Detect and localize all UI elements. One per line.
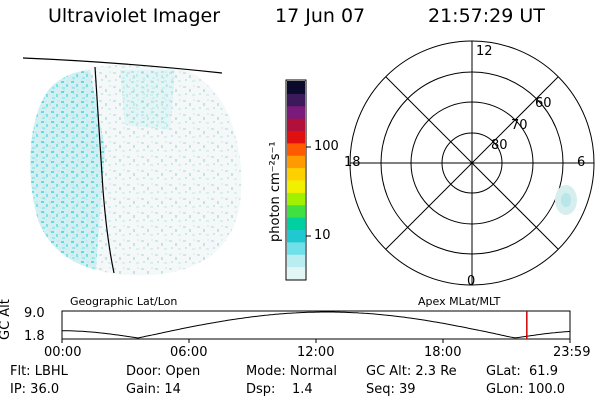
- info-seq: Seq: 39: [366, 382, 416, 397]
- colorbar-tick-100: 100: [314, 139, 339, 154]
- colorbar-segment: [287, 266, 305, 280]
- altitude-ylabel: GC Alt: [0, 299, 13, 340]
- geographic-label: Geographic Lat/Lon: [70, 295, 178, 308]
- mlt-label-6: 6: [577, 155, 586, 170]
- info-door: Door: Open: [126, 364, 201, 379]
- colorbar-segment: [287, 204, 305, 218]
- colorbar-segment: [287, 241, 305, 255]
- imager-disk: [30, 64, 242, 276]
- colorbar-segment: [287, 217, 305, 230]
- colorbar-unit-label: photon cm⁻²s⁻¹: [268, 141, 283, 242]
- xtick-2359: 23:59: [553, 345, 591, 360]
- colorbar-segment: [287, 130, 305, 144]
- colorbar-segment: [287, 105, 305, 119]
- colorbar: [285, 79, 311, 281]
- polar-plot: [349, 40, 595, 286]
- xtick-0000: 00:00: [44, 345, 82, 360]
- colorbar-segment: [287, 167, 305, 181]
- info-glat: GLat: 61.9: [486, 364, 558, 379]
- altitude-plot: [61, 310, 571, 343]
- colorbar-segment: [287, 93, 305, 107]
- info-gain: Gain: 14: [126, 382, 181, 397]
- apex-label: Apex MLat/MLT: [418, 295, 501, 308]
- info-ip: IP: 36.0: [10, 382, 60, 397]
- info-dsp: Dsp: 1.4: [246, 382, 313, 397]
- lat-label-60: 60: [535, 96, 552, 111]
- mlt-label-12: 12: [476, 44, 493, 59]
- horizon-line: [22, 57, 223, 74]
- colorbar-segment: [287, 229, 305, 243]
- mlt-label-0: 0: [467, 274, 476, 289]
- lat-label-80: 80: [491, 138, 508, 153]
- colorbar-segment: [287, 180, 305, 193]
- altitude-ytick-top: 9.0: [24, 306, 45, 321]
- colorbar-tick-10: 10: [314, 228, 331, 243]
- colorbar-segment: [287, 81, 305, 94]
- date-label: 17 Jun 07: [275, 5, 366, 27]
- colorbar-segment: [287, 142, 305, 156]
- altitude-ytick-bottom: 1.8: [24, 329, 45, 344]
- info-mode: Mode: Normal: [246, 364, 337, 379]
- info-glon: GLon: 100.0: [486, 382, 566, 397]
- meridian-line: [94, 66, 115, 274]
- xtick-1800: 18:00: [424, 345, 462, 360]
- info-gcalt: GC Alt: 2.3 Re: [366, 364, 457, 379]
- colorbar-segment: [287, 254, 305, 268]
- colorbar-segment: [287, 192, 305, 206]
- app-title: Ultraviolet Imager: [48, 5, 221, 27]
- time-label: 21:57:29 UT: [428, 5, 545, 27]
- colorbar-segment: [287, 155, 305, 169]
- info-flt: Flt: LBHL: [10, 364, 68, 379]
- colorbar-segment: [287, 118, 305, 131]
- lat-label-70: 70: [511, 118, 528, 133]
- polar-glow: [555, 185, 577, 215]
- xtick-0600: 06:00: [170, 345, 208, 360]
- mlt-label-18: 18: [344, 155, 361, 170]
- xtick-1200: 12:00: [297, 345, 335, 360]
